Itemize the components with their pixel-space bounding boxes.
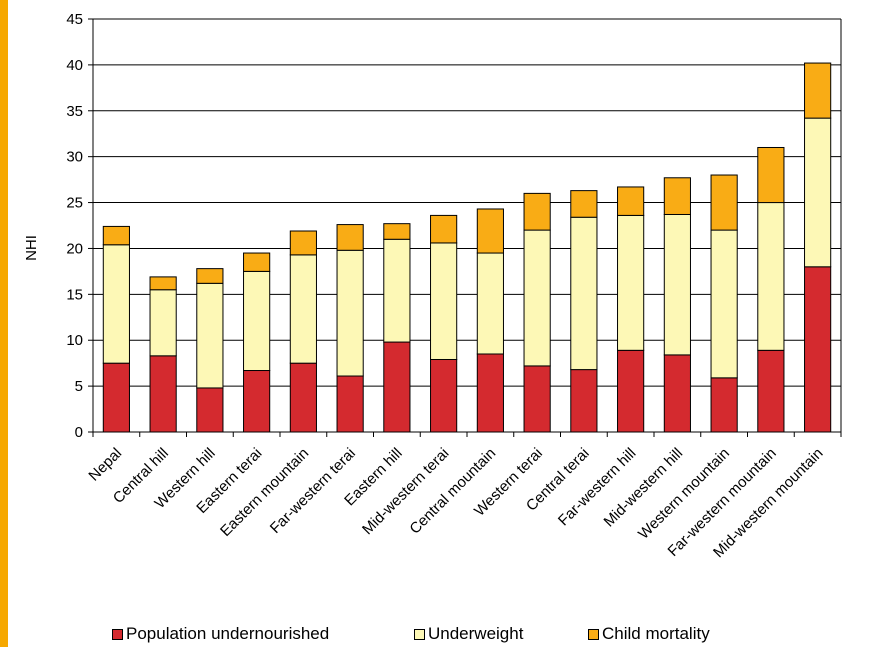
bar-central-hill-child-mortality bbox=[149, 276, 177, 291]
bar-far-western-mountain-child-mortality bbox=[757, 146, 785, 204]
bar-mid-western-terai-underweight bbox=[430, 242, 458, 360]
bar-eastern-hill-underweight bbox=[383, 238, 411, 343]
bar-far-western-terai-child-mortality bbox=[336, 224, 364, 251]
bar-western-hill-underweight bbox=[196, 282, 224, 389]
bar-central-terai-child-mortality bbox=[570, 190, 598, 218]
y-axis-label: NHI bbox=[23, 235, 40, 261]
bars bbox=[102, 62, 832, 433]
bar-central-hill-population-undernourished bbox=[149, 355, 177, 433]
y-tick-label-45: 45 bbox=[66, 11, 83, 28]
x-tick-label-mid-western-terai: Mid-western terai bbox=[359, 445, 452, 538]
y-tick-label-35: 35 bbox=[66, 103, 83, 120]
bar-mid-western-mountain-child-mortality bbox=[804, 62, 832, 119]
bar-western-terai-population-undernourished bbox=[523, 365, 551, 433]
bar-eastern-hill-child-mortality bbox=[383, 223, 411, 240]
y-tick-label-15: 15 bbox=[66, 286, 83, 303]
legend-label-child-mortality: Child mortality bbox=[602, 624, 710, 643]
bar-far-western-terai-underweight bbox=[336, 249, 364, 377]
bar-eastern-terai-child-mortality bbox=[243, 252, 271, 272]
bar-nepal-population-undernourished bbox=[102, 362, 130, 433]
bar-western-hill-child-mortality bbox=[196, 268, 224, 284]
bar-western-terai-child-mortality bbox=[523, 192, 551, 231]
axes bbox=[88, 18, 842, 437]
bar-nepal-underweight bbox=[102, 244, 130, 364]
bar-eastern-mountain-child-mortality bbox=[289, 230, 317, 256]
y-tick-label-40: 40 bbox=[66, 57, 83, 74]
left-accent-stripe bbox=[0, 0, 8, 647]
bar-far-western-hill-underweight bbox=[617, 214, 645, 351]
bar-mid-western-hill-underweight bbox=[663, 213, 691, 356]
bar-mid-western-mountain-population-undernourished bbox=[804, 266, 832, 433]
bar-central-mountain-population-undernourished bbox=[476, 353, 504, 433]
legend-item-population-undernourished: Population undernourished bbox=[112, 624, 414, 644]
y-tick-label-30: 30 bbox=[66, 149, 83, 166]
bar-far-western-hill-child-mortality bbox=[617, 186, 645, 216]
bar-far-western-hill-population-undernourished bbox=[617, 349, 645, 433]
legend-label-underweight: Underweight bbox=[428, 624, 524, 643]
bar-mid-western-terai-child-mortality bbox=[430, 214, 458, 244]
legend-swatch-child-mortality bbox=[588, 628, 599, 640]
bar-western-mountain-population-undernourished bbox=[710, 377, 738, 433]
bar-central-hill-underweight bbox=[149, 289, 177, 357]
bar-western-mountain-underweight bbox=[710, 229, 738, 379]
bar-mid-western-terai-population-undernourished bbox=[430, 358, 458, 433]
legend-label-population-undernourished: Population undernourished bbox=[126, 624, 330, 643]
bar-nepal-child-mortality bbox=[102, 225, 130, 246]
y-tick-label-20: 20 bbox=[66, 240, 83, 257]
bar-central-terai-population-undernourished bbox=[570, 369, 598, 433]
legend-item-underweight: Underweight bbox=[414, 624, 588, 644]
y-tick-label-25: 25 bbox=[66, 195, 83, 212]
bar-central-terai-underweight bbox=[570, 216, 598, 371]
bar-mid-western-hill-child-mortality bbox=[663, 177, 691, 215]
bar-mid-western-mountain-underweight bbox=[804, 117, 832, 268]
bar-far-western-terai-population-undernourished bbox=[336, 375, 364, 433]
bar-far-western-mountain-population-undernourished bbox=[757, 349, 785, 433]
x-tick-label-far-western-terai: Far-western terai bbox=[267, 445, 359, 537]
legend: Population undernourished Underweight Ch… bbox=[112, 624, 710, 644]
y-tick-label-0: 0 bbox=[75, 424, 83, 441]
x-tick-label-central-mountain: Central mountain bbox=[406, 445, 499, 538]
bar-eastern-terai-population-undernourished bbox=[243, 370, 271, 433]
x-tick-label-eastern-mountain: Eastern mountain bbox=[217, 445, 312, 540]
bar-western-mountain-child-mortality bbox=[710, 174, 738, 231]
legend-swatch-underweight bbox=[414, 628, 425, 640]
bar-eastern-terai-underweight bbox=[243, 270, 271, 372]
bar-far-western-mountain-underweight bbox=[757, 202, 785, 351]
y-tick-labels: 0 5 10 15 20 25 30 35 40 45 bbox=[66, 11, 83, 441]
bar-western-hill-population-undernourished bbox=[196, 387, 224, 433]
legend-item-child-mortality: Child mortality bbox=[588, 624, 710, 644]
bar-eastern-hill-population-undernourished bbox=[383, 341, 411, 433]
bar-mid-western-hill-population-undernourished bbox=[663, 354, 691, 433]
bar-western-terai-underweight bbox=[523, 229, 551, 367]
legend-swatch-population-undernourished bbox=[112, 628, 123, 640]
x-tick-label-nepal: Nepal bbox=[85, 445, 125, 485]
bar-eastern-mountain-population-undernourished bbox=[289, 362, 317, 433]
bar-central-mountain-child-mortality bbox=[476, 208, 504, 254]
y-tick-label-10: 10 bbox=[66, 332, 83, 349]
y-tick-label-5: 5 bbox=[75, 378, 83, 395]
bar-central-mountain-underweight bbox=[476, 252, 504, 355]
bar-eastern-mountain-underweight bbox=[289, 254, 317, 364]
